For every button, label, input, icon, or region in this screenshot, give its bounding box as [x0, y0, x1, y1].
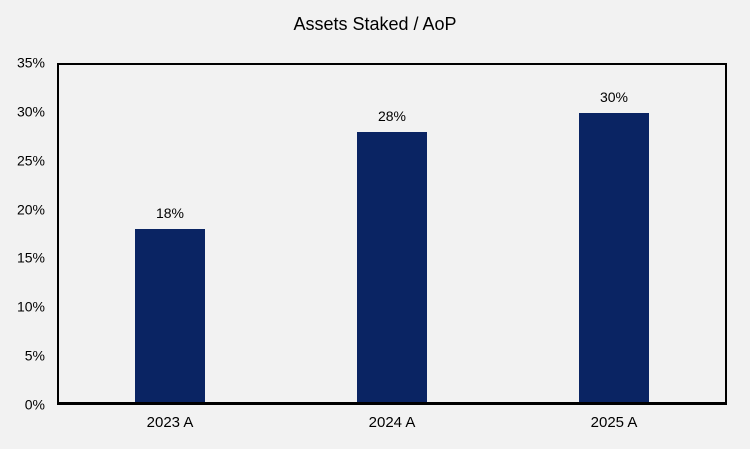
y-tick-label: 0% [24, 396, 45, 413]
y-tick-label: 20% [16, 201, 45, 218]
bar-data-label: 28% [377, 108, 407, 124]
bar-2025-a [579, 113, 649, 402]
y-axis: 0% 5% 10% 15% 20% 25% 30% 35% [0, 55, 45, 413]
bar-data-label: 30% [599, 89, 629, 105]
bar-series: 18% 28% 30% [59, 65, 725, 402]
y-tick-label: 25% [16, 152, 45, 169]
y-tick-label: 10% [16, 298, 45, 315]
bar-2024-a [357, 132, 427, 402]
plot-area: 18% 28% 30% [57, 63, 727, 405]
x-tick-label-2025-a: 2025 A [590, 414, 638, 431]
chart-title: Assets Staked / AoP [293, 14, 457, 34]
y-tick-label: 35% [16, 54, 45, 71]
x-tick-label-2024-a: 2024 A [368, 414, 416, 431]
bar-2023-a [135, 229, 205, 402]
bar-data-label: 18% [155, 205, 185, 221]
x-tick-label-2023-a: 2023 A [146, 414, 194, 431]
y-tick-label: 15% [16, 249, 45, 266]
y-tick-label: 5% [24, 347, 45, 364]
x-axis: 2023 A 2024 A 2025 A [57, 413, 727, 435]
y-tick-label: 30% [16, 103, 45, 120]
